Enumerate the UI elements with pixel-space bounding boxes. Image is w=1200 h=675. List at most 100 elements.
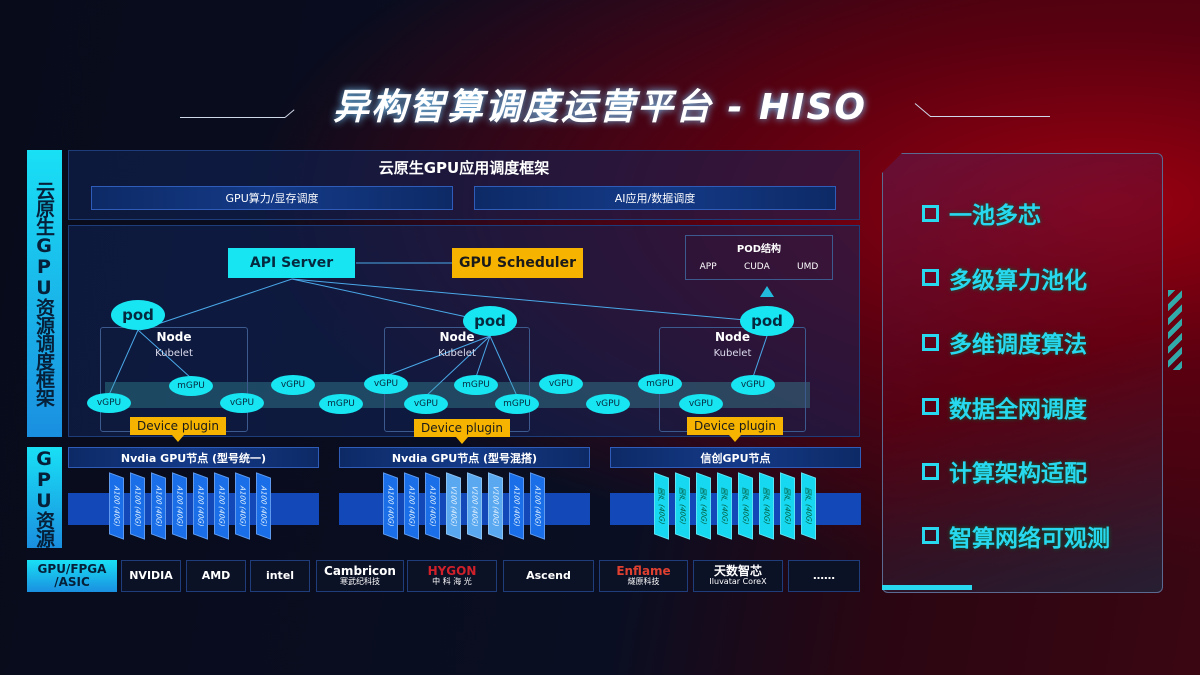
kubelet-label: Kubelet [438,348,476,359]
vendor-logo-3: Cambricon 寒武纪科技 [316,560,404,592]
vendor-logo-6: Enflame 燧原科技 [599,560,688,592]
vendor-sub: 燧原科技 [627,577,660,587]
feature-item: 多维调度算法 [922,325,1087,359]
feature-label: 数据全网调度 [949,396,1087,423]
vendor-label: GPU/FPGA /ASIC [27,560,117,592]
gpu-chip: A100 (40G) [109,472,124,540]
gpu-chip: A100 (40G) [172,472,187,540]
device-plugin-box: Device plugin [414,419,510,437]
gpu-compute-box: GPU算力/显存调度 [91,186,453,210]
gpu-chip: 国产 (40G) [654,472,669,540]
node-label: Node [714,330,750,344]
gpu-chip: A100 (40G) [509,472,524,540]
gpu-group-title: 信创GPU节点 [610,447,861,468]
vgpu-unit: vGPU [220,393,264,413]
vendor-name: 天数智芯 [713,564,762,578]
gpu-group-title: Nvdia GPU节点 (型号混搭) [339,447,590,468]
gpu-chip: A100 (40G) [256,472,271,540]
vendor-logo-2: intel [250,560,310,592]
gpu-group-title: Nvdia GPU节点 (型号统一) [68,447,319,468]
gpu-chip: 国产 (40G) [780,472,795,540]
vendor-logo-8: …… [788,560,860,592]
gpu-chip: A100 (40G) [130,472,145,540]
kubelet-label: Kubelet [713,348,752,359]
pod-ellipse: pod [111,300,165,330]
vendor-name: Enflame [616,564,671,578]
gpu-chip: A100 (40G) [151,472,166,540]
pod-item-cuda: CUDA [743,262,770,272]
pod-item-umd: UMD [797,262,819,272]
gpu-chip: V100 (40G) [467,472,482,540]
vgpu-unit: vGPU [539,374,583,394]
feature-item: 多级算力池化 [922,261,1087,295]
api-server-box: API Server [228,248,355,278]
ai-data-box: AI应用/数据调度 [474,186,836,210]
gpu-chip: V100 (40G) [488,472,503,540]
line [139,278,293,331]
vendor-logo-1: AMD [186,560,246,592]
gpu-chip: A100 (40G) [404,472,419,540]
gpu-chip: A100 (40G) [193,472,208,540]
vendor-name: Ascend [526,568,571,582]
vendor-name: AMD [201,568,231,582]
mgpu-unit: mGPU [319,394,363,414]
pod-item-app: APP [699,262,717,272]
resources-label: GPU资源 [27,447,62,548]
checkbox-icon [922,269,939,286]
gpu-chip: 国产 (40G) [759,472,774,540]
gpu-chip: A100 (40G) [530,472,545,540]
gpu-chip: 国产 (40G) [696,472,711,540]
vendor-name: intel [265,568,295,582]
checkbox-icon [922,398,939,415]
gpu-chip: A100 (40G) [235,472,250,540]
vendor-name: HYGON [427,564,477,578]
feature-item: 一池多芯 [922,196,1041,230]
device-plugin-box: Device plugin [687,417,783,435]
top-panel-title: 云原生GPU应用调度框架 [378,159,550,177]
vendor-logo-4: HYGON 中 科 海 光 [407,560,497,592]
vendor-name: NVIDIA [129,568,173,582]
kubelet-label: Kubelet [155,348,193,359]
feature-label: 一池多芯 [949,203,1041,229]
vendor-sub: 寒武纪科技 [340,577,380,587]
mgpu-unit: mGPU [495,394,539,414]
framework-label: 云原生GPU资源调度框架 [27,150,62,437]
gpu-chip: 国产 (40G) [801,472,816,540]
checkbox-icon [922,462,939,480]
gpu-group-band [610,493,861,525]
node-label: Node [439,330,475,344]
vgpu-unit: vGPU [731,375,775,395]
vendor-name: …… [813,568,835,582]
feature-label: 多维调度算法 [949,332,1087,358]
vgpu-unit: vGPU [87,393,131,413]
title-line-left [180,117,285,118]
vgpu-unit: vGPU [404,394,448,414]
accent-bar [882,585,972,590]
checkbox-icon [922,527,939,544]
pod-structure-title: POD结构 [736,244,782,255]
checkbox-icon [922,204,939,222]
vgpu-unit: vGPU [679,394,723,414]
title-line-right [930,116,1050,117]
gpu-chip: V100 (40G) [446,472,461,540]
device-plugin-box: Device plugin [130,417,226,435]
feature-item: 计算架构适配 [922,454,1087,488]
feature-item: 数据全网调度 [922,390,1087,424]
page-title: 异构智算调度运营平台 - HISO [332,87,868,128]
features-panel [882,153,1163,593]
vendor-logo-5: Ascend [503,560,594,592]
gpu-chip: 国产 (40G) [717,472,732,540]
vgpu-unit: vGPU [271,375,315,395]
vgpu-unit: vGPU [586,394,630,414]
down-arrow-icon [456,437,468,444]
mgpu-unit: mGPU [169,376,213,396]
gpu-scheduler-box: GPU Scheduler [452,248,583,278]
node-label: Node [156,330,192,344]
gpu-chip: A100 (40G) [425,472,440,540]
vgpu-unit: vGPU [364,374,408,394]
gpu-chip: 国产 (40G) [675,472,690,540]
gpu-chip: A100 (40G) [383,472,398,540]
mgpu-unit: mGPU [454,375,498,395]
vendor-sub: Iluvatar CoreX [709,577,767,587]
